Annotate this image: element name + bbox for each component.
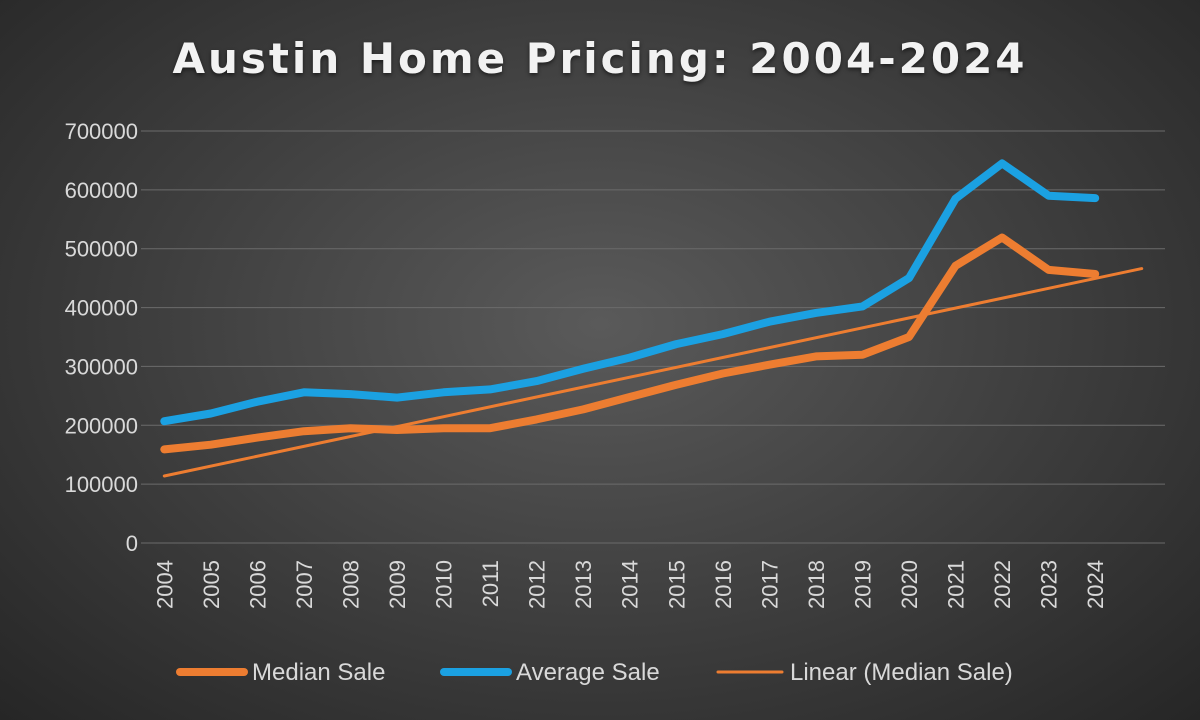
x-tick-label: 2007 xyxy=(292,560,317,609)
x-tick-label: 2011 xyxy=(478,560,503,607)
y-tick-label: 600000 xyxy=(65,178,138,203)
x-tick-label: 2023 xyxy=(1037,560,1062,609)
x-tick-label: 2018 xyxy=(804,560,829,609)
x-tick-label: 2010 xyxy=(432,560,457,609)
x-tick-label: 2009 xyxy=(385,560,410,609)
x-tick-label: 2015 xyxy=(664,560,689,609)
series-line-average-sale xyxy=(160,159,1100,426)
y-tick-label: 700000 xyxy=(65,119,138,144)
x-tick-label: 2008 xyxy=(338,560,363,609)
y-tick-label: 0 xyxy=(126,531,138,556)
x-tick-label: 2005 xyxy=(199,560,224,609)
x-tick-label: 2024 xyxy=(1083,560,1108,609)
y-tick-label: 100000 xyxy=(65,472,138,497)
trendline-median-sale xyxy=(162,267,1144,478)
x-tick-label: 2013 xyxy=(571,560,596,609)
legend-label-1: Average Sale xyxy=(516,659,660,686)
x-tick-label: 2017 xyxy=(757,560,782,609)
x-tick-label: 2022 xyxy=(990,560,1015,609)
x-tick-label: 2016 xyxy=(711,560,736,609)
x-tick-label: 2014 xyxy=(618,560,643,609)
x-tick-label: 2019 xyxy=(850,560,875,609)
y-tick-label: 500000 xyxy=(65,237,138,262)
x-tick-label: 2012 xyxy=(525,560,550,609)
series-line-median-sale xyxy=(160,233,1100,454)
y-tick-label: 400000 xyxy=(65,296,138,321)
legend-label-2: Linear (Median Sale) xyxy=(790,659,1013,686)
x-tick-label: 2006 xyxy=(245,560,270,609)
y-tick-label: 200000 xyxy=(65,413,138,438)
x-tick-label: 2020 xyxy=(897,560,922,609)
chart-title: Austin Home Pricing: 2004-2024 xyxy=(172,34,1028,83)
x-tick-label: 2004 xyxy=(152,560,177,609)
y-tick-label: 300000 xyxy=(65,354,138,379)
x-tick-label: 2021 xyxy=(944,560,969,609)
legend-label-0: Median Sale xyxy=(252,659,385,686)
